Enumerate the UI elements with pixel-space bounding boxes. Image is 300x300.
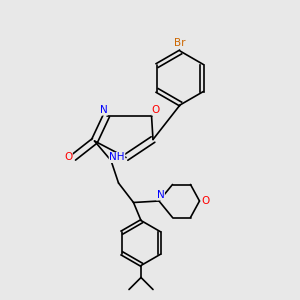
Text: N: N — [157, 190, 164, 200]
Text: O: O — [152, 105, 160, 115]
Text: O: O — [64, 152, 72, 163]
Text: O: O — [201, 196, 210, 206]
Text: N: N — [100, 105, 107, 115]
Text: Br: Br — [174, 38, 186, 49]
Text: NH: NH — [109, 152, 125, 163]
